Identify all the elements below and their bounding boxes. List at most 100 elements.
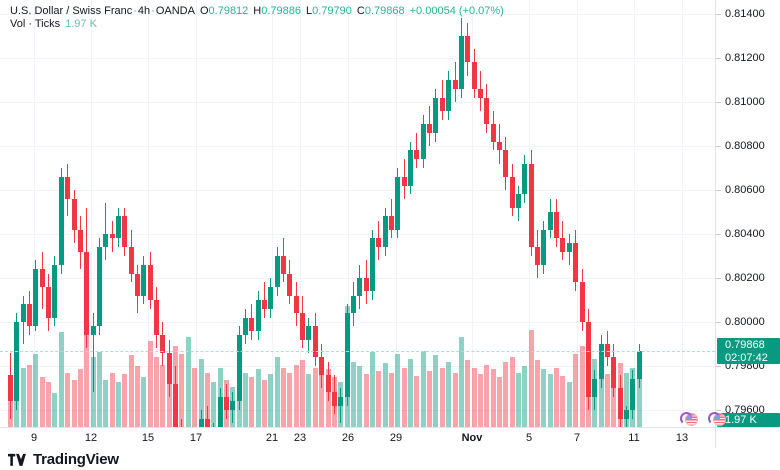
- candle-body-down: [223, 396, 229, 410]
- candle-wick: [200, 410, 202, 427]
- volume-bar-down: [604, 374, 610, 427]
- candle-body-down: [427, 124, 433, 133]
- economic-event-flag-icon[interactable]: [708, 412, 727, 427]
- candle-body-up: [623, 410, 629, 419]
- price-tick-label: 0.80800: [716, 141, 780, 152]
- candle-body-up: [516, 194, 521, 208]
- candle-body-down: [71, 198, 77, 230]
- candle-body-up: [344, 313, 350, 397]
- volume-bar-up: [185, 336, 191, 427]
- volume-bar-down: [484, 364, 490, 427]
- legend-volume-title[interactable]: Vol · Ticks: [10, 18, 61, 30]
- volume-bar-down: [135, 366, 140, 427]
- volume-bar-up: [96, 352, 102, 427]
- legend-exchange[interactable]: OANDA: [155, 5, 195, 17]
- candle-body-down: [535, 247, 541, 265]
- price-tick-dash: [716, 410, 721, 411]
- price-tick-dash: [716, 14, 721, 15]
- volume-bar-up: [382, 363, 388, 427]
- volume-bar-down: [293, 364, 299, 427]
- price-tick-dash: [716, 58, 721, 59]
- candle-wick: [105, 203, 107, 261]
- volume-bar-down: [27, 364, 33, 427]
- legend-price-row: U.S. Dollar / Swiss Franc·4h·OANDA O0.798…: [10, 5, 504, 18]
- candle-body-up: [90, 326, 96, 336]
- current-price-badge: 0.79868 02:07:42: [717, 338, 780, 365]
- legend-open-label: O: [199, 5, 209, 17]
- candle-body-up: [420, 124, 426, 160]
- event-progress-arc-icon: [680, 412, 693, 425]
- current-price-value: 0.79868: [725, 339, 765, 352]
- volume-bar-down: [71, 380, 77, 427]
- legend-sep-2: ·: [151, 5, 155, 17]
- chart-plot-area[interactable]: [0, 0, 715, 427]
- grid-line-vertical: [148, 0, 149, 427]
- candle-body-down: [554, 212, 560, 239]
- time-tick-label: 29: [389, 432, 403, 444]
- volume-bar-up: [58, 332, 64, 427]
- legend-symbol[interactable]: U.S. Dollar / Swiss Franc: [10, 5, 133, 17]
- time-scale[interactable]: 9 12 15 17 21 23 26 29 Nov 5 7 11 13: [0, 427, 715, 448]
- grid-line-vertical: [300, 0, 301, 427]
- grid-line-horizontal: [0, 410, 715, 411]
- tradingview-logo[interactable]: TradingView: [8, 451, 119, 468]
- candle-body-down: [319, 357, 325, 375]
- volume-bar-up: [598, 367, 604, 427]
- volume-bar-up: [458, 336, 464, 427]
- grid-layer: [0, 0, 715, 427]
- candle-body-down: [204, 418, 210, 427]
- candle-body-down: [331, 392, 337, 406]
- legend-low-value: 0.79790: [312, 5, 352, 17]
- candle-body-up: [230, 401, 236, 410]
- candle-body-down: [496, 141, 502, 151]
- volume-bar-up: [420, 350, 426, 427]
- candle-body-up: [306, 326, 312, 340]
- current-volume-badge: 1.97 K: [717, 413, 780, 427]
- time-tick-label: 26: [341, 432, 355, 444]
- volume-bar-down: [560, 375, 566, 427]
- price-tick-dash: [716, 278, 721, 279]
- volume-bar-up: [52, 392, 58, 427]
- volume-bar-up: [350, 361, 356, 427]
- candle-body-up: [115, 216, 121, 239]
- volume-bar-up: [357, 366, 363, 427]
- volume-bar-up: [306, 374, 312, 427]
- candlestick-series: [8, 18, 642, 427]
- volume-bar-up: [566, 381, 572, 427]
- candle-body-down: [300, 313, 306, 340]
- price-tick-dash: [716, 322, 721, 323]
- legend-interval[interactable]: 4h: [137, 5, 151, 17]
- grid-line-horizontal: [0, 322, 715, 323]
- volume-bar-up: [103, 380, 109, 427]
- volume-bar-down: [312, 367, 318, 427]
- candle-body-down: [611, 357, 617, 388]
- candle-body-down: [160, 335, 166, 353]
- candle-body-up: [268, 286, 274, 309]
- volume-bar-down: [452, 372, 458, 427]
- candle-body-up: [198, 418, 204, 427]
- candle-body-down: [8, 374, 13, 402]
- event-progress-arc-icon: [708, 412, 721, 425]
- price-tick-label: 0.79800: [716, 361, 780, 372]
- candle-body-down: [122, 216, 128, 248]
- candle-body-down: [604, 344, 610, 358]
- price-scale[interactable]: 0.79868 02:07:42 1.97 K 0.81400 0.81200 0.…: [715, 0, 780, 427]
- volume-bar-up: [516, 372, 521, 427]
- candle-body-down: [560, 238, 566, 252]
- volume-bar-down: [160, 364, 166, 427]
- time-tick-label: 12: [84, 432, 98, 444]
- candle-body-up: [522, 163, 528, 195]
- economic-event-flag-icon[interactable]: [680, 412, 699, 427]
- volume-bar-down: [389, 372, 394, 427]
- volume-bar-up: [433, 355, 439, 427]
- candle-body-down: [109, 234, 115, 239]
- candle-body-down: [249, 317, 255, 331]
- candle-body-down: [363, 278, 369, 292]
- volume-bar-down: [262, 380, 267, 427]
- legend-change-value: +0.00054 (+0.07%): [409, 5, 504, 17]
- price-tick-label: 0.81200: [716, 53, 780, 64]
- volume-bar-down: [249, 377, 255, 427]
- volume-bar-up: [636, 365, 642, 427]
- volume-bar-down: [363, 374, 369, 427]
